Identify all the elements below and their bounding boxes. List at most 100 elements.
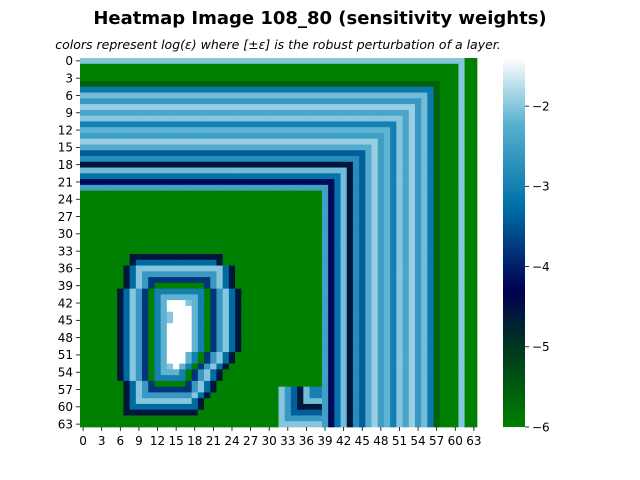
heatmap-cell xyxy=(396,127,403,134)
heatmap-cell xyxy=(80,86,87,93)
heatmap-cell xyxy=(414,150,422,157)
heatmap-cell xyxy=(297,161,304,168)
heatmap-cell xyxy=(421,115,428,122)
heatmap-cell xyxy=(228,179,236,186)
heatmap-cell xyxy=(421,213,428,220)
heatmap-cell xyxy=(123,236,130,243)
heatmap-cell xyxy=(173,403,180,411)
heatmap-cell xyxy=(104,207,112,215)
heatmap-cell xyxy=(259,300,267,307)
heatmap-cell xyxy=(253,150,261,157)
heatmap-cell xyxy=(278,161,286,168)
heatmap-cell xyxy=(98,317,106,324)
heatmap-cell xyxy=(179,138,186,145)
heatmap-cell xyxy=(104,58,112,65)
heatmap-cell xyxy=(445,109,453,117)
heatmap-cell xyxy=(290,352,298,359)
heatmap-cell xyxy=(458,323,465,330)
heatmap-cell xyxy=(321,115,329,122)
heatmap-cell xyxy=(191,328,199,336)
heatmap-cell xyxy=(458,317,465,324)
heatmap-cell xyxy=(266,138,273,145)
heatmap-cell xyxy=(439,161,447,168)
heatmap-cell xyxy=(235,144,242,151)
y-tick-label: 33 xyxy=(58,244,73,258)
heatmap-cell xyxy=(359,271,366,278)
heatmap-cell xyxy=(86,161,93,168)
heatmap-cell xyxy=(104,277,112,284)
heatmap-cell xyxy=(427,392,434,399)
heatmap-cell xyxy=(98,398,106,405)
heatmap-cell xyxy=(179,352,186,359)
heatmap-cell xyxy=(334,207,341,215)
heatmap-cell xyxy=(445,403,453,411)
heatmap-cell xyxy=(359,346,366,353)
heatmap-cell xyxy=(315,375,323,382)
heatmap-cell xyxy=(272,58,279,65)
heatmap-cell xyxy=(309,328,317,336)
heatmap-cell xyxy=(160,409,168,416)
heatmap-cell xyxy=(433,375,441,382)
heatmap-cell xyxy=(371,144,379,151)
heatmap-cell xyxy=(191,346,199,353)
heatmap-cell xyxy=(359,75,366,82)
heatmap-cell xyxy=(377,294,385,301)
heatmap-cell xyxy=(104,179,112,186)
heatmap-cell xyxy=(179,305,186,313)
heatmap-cell xyxy=(111,219,118,226)
heatmap-cell xyxy=(154,288,161,295)
heatmap-cell xyxy=(284,254,292,261)
heatmap-cell xyxy=(297,352,304,359)
heatmap-cell xyxy=(396,398,403,405)
heatmap-cell xyxy=(346,323,354,330)
heatmap-cell xyxy=(396,190,403,197)
heatmap-cell xyxy=(266,288,273,295)
heatmap-cell xyxy=(179,282,186,289)
heatmap-cell xyxy=(160,403,168,411)
heatmap-cell xyxy=(303,69,310,76)
heatmap-cell xyxy=(352,190,360,197)
heatmap-cell xyxy=(433,352,441,359)
heatmap-cell xyxy=(377,375,385,382)
heatmap-cell xyxy=(290,236,298,243)
heatmap-cell xyxy=(160,92,168,99)
heatmap-cell xyxy=(154,346,161,353)
heatmap-cell xyxy=(321,334,329,341)
heatmap-cell xyxy=(297,380,304,387)
heatmap-cell xyxy=(321,254,329,261)
heatmap-cell xyxy=(104,219,112,226)
heatmap-cell xyxy=(179,277,186,284)
heatmap-cell xyxy=(464,300,472,307)
heatmap-cell xyxy=(191,300,199,307)
heatmap-cell xyxy=(235,265,242,272)
heatmap-cell xyxy=(321,311,329,318)
heatmap-cell xyxy=(303,375,310,382)
heatmap-cell xyxy=(210,317,217,324)
heatmap-cell xyxy=(470,311,478,318)
heatmap-cell xyxy=(427,132,434,140)
heatmap-cell xyxy=(185,386,192,393)
heatmap-cell xyxy=(228,213,236,220)
heatmap-cell xyxy=(377,254,385,261)
heatmap-cell xyxy=(166,138,174,145)
heatmap-cell xyxy=(123,121,130,128)
heatmap-cell xyxy=(284,156,292,163)
heatmap-cell xyxy=(421,409,428,416)
heatmap-cell xyxy=(421,369,428,376)
heatmap-cell xyxy=(111,271,118,278)
heatmap-cell xyxy=(402,144,410,151)
heatmap-cell xyxy=(359,161,366,168)
heatmap-cell xyxy=(445,265,453,272)
heatmap-cell xyxy=(377,156,385,163)
heatmap-cell xyxy=(433,311,441,318)
heatmap-cell xyxy=(352,236,360,243)
heatmap-cell xyxy=(154,403,161,411)
heatmap-cell xyxy=(371,403,379,411)
heatmap-cell xyxy=(117,63,124,70)
heatmap-cell xyxy=(414,398,422,405)
heatmap-cell xyxy=(433,109,441,117)
heatmap-cell xyxy=(439,277,447,284)
heatmap-cell xyxy=(303,294,310,301)
heatmap-cell xyxy=(334,121,341,128)
heatmap-cell xyxy=(185,282,192,289)
